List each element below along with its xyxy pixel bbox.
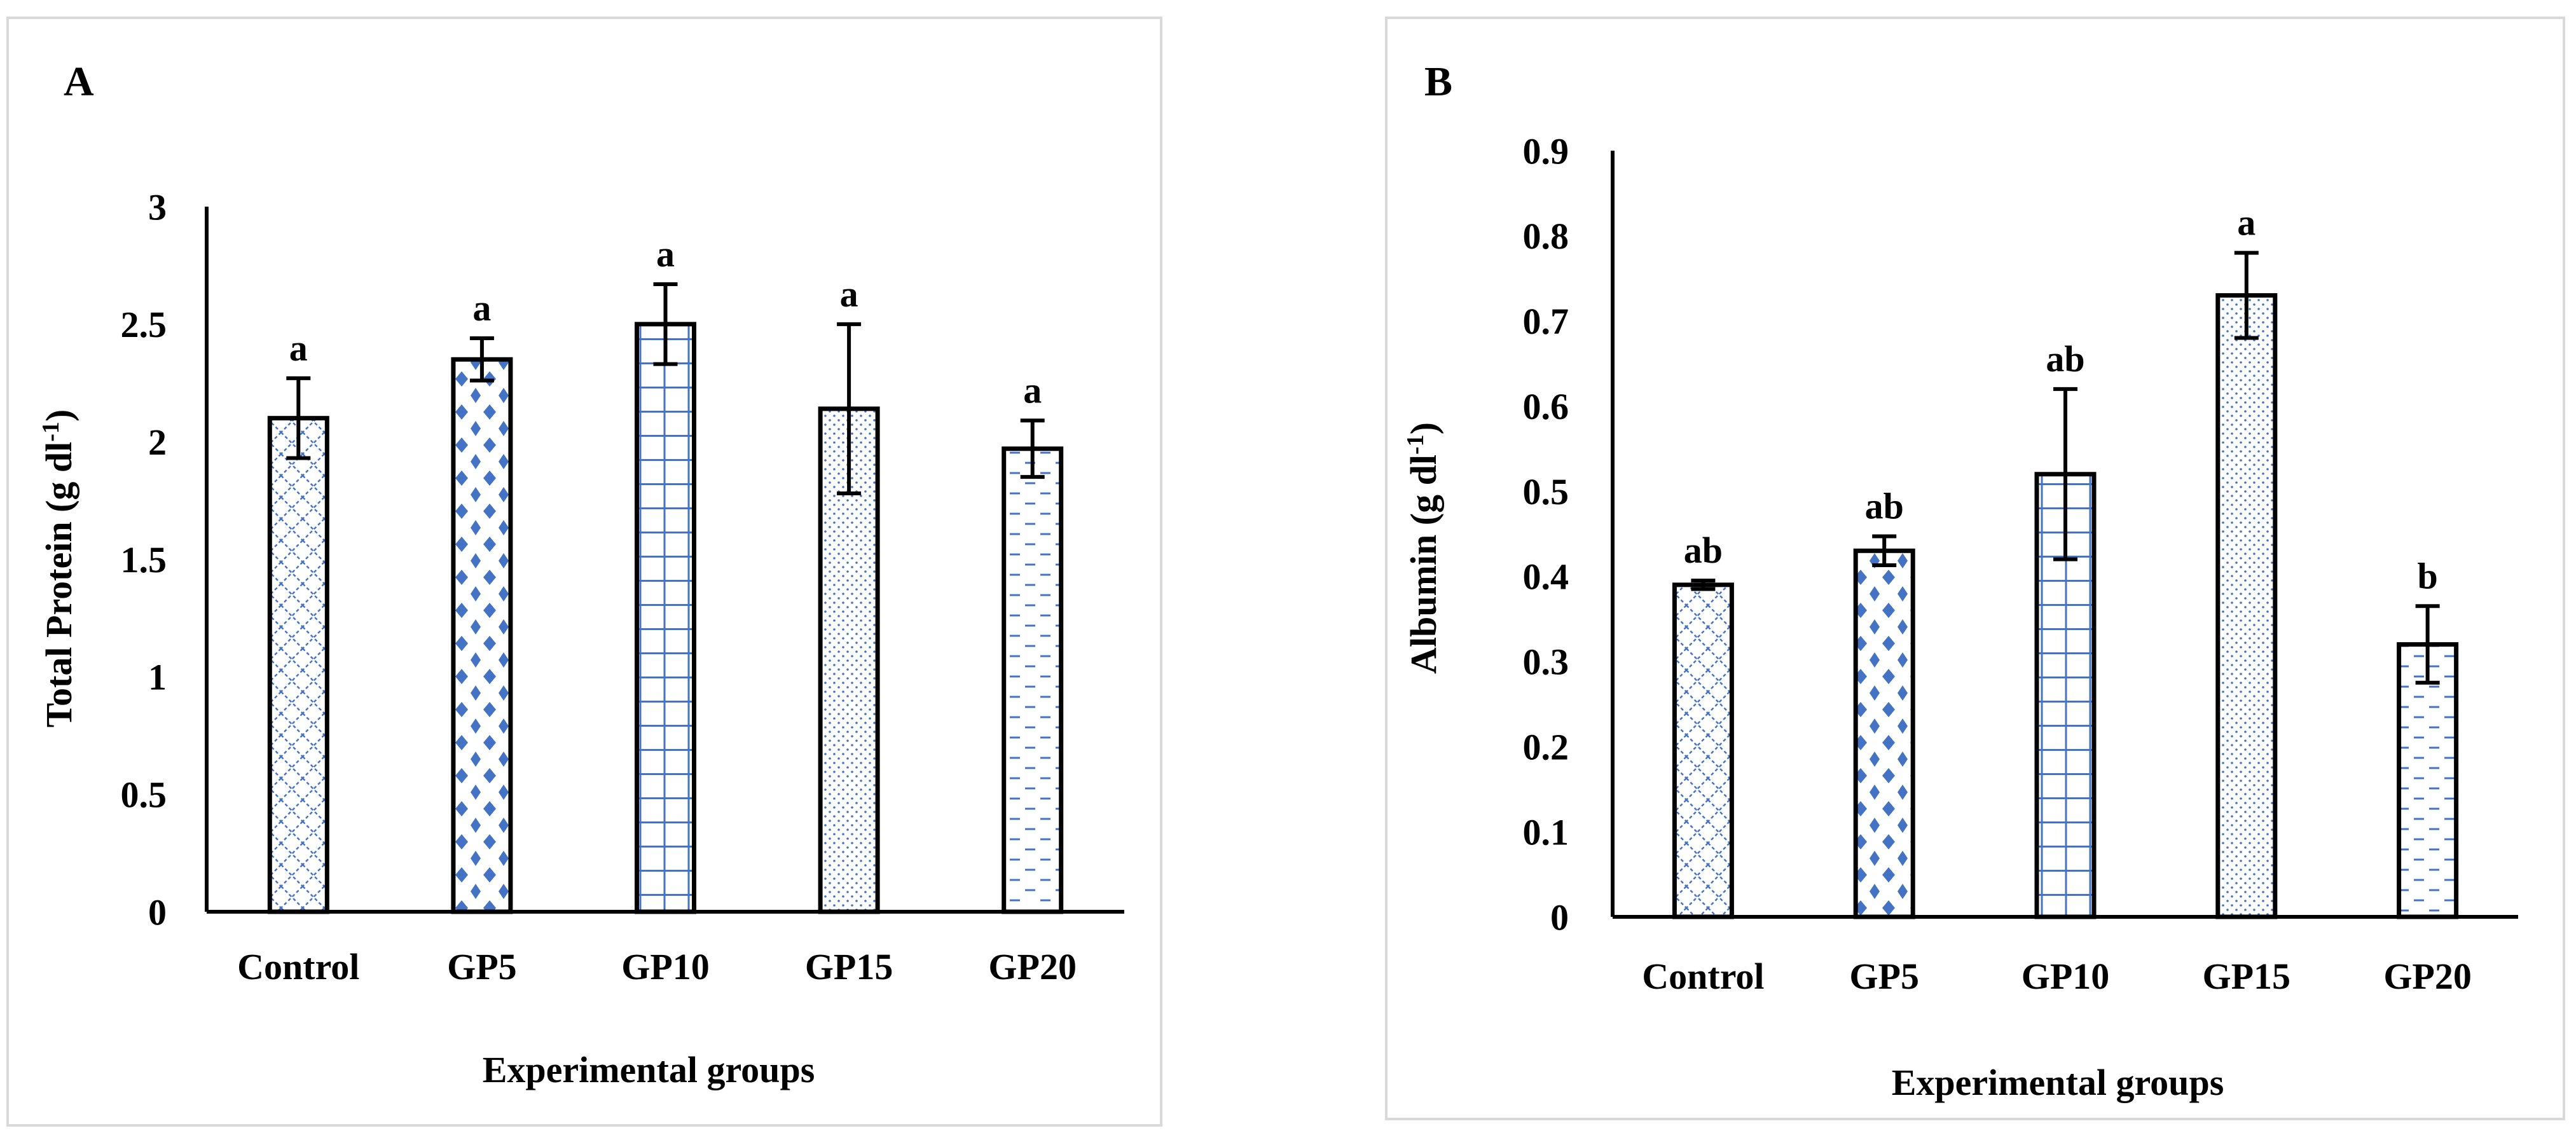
error-bar bbox=[837, 322, 862, 495]
y-tick-label: 0.8 bbox=[1523, 216, 1569, 257]
bar-control bbox=[1672, 582, 1734, 919]
bar-gp15 bbox=[2215, 293, 2278, 919]
panel-border bbox=[1385, 17, 2565, 1120]
x-tick-label: Control bbox=[237, 946, 359, 987]
y-tick-label: 3 bbox=[148, 186, 167, 228]
y-tick-label: 0.9 bbox=[1523, 130, 1569, 172]
significance-label: a bbox=[656, 233, 675, 275]
error-bar bbox=[469, 336, 494, 383]
x-axis-title: Experimental groups bbox=[483, 1049, 815, 1090]
bar-gp10 bbox=[635, 322, 696, 914]
significance-label: ab bbox=[2046, 338, 2084, 380]
bar-gp20 bbox=[2397, 642, 2459, 919]
y-axis-title: Total Protein (g dl-1) bbox=[38, 409, 79, 728]
y-tick-label: 2 bbox=[148, 422, 167, 463]
chart-panel-albumin: B 00.10.20.30.40.50.60.70.80.9abControla… bbox=[1385, 17, 2565, 1120]
chart-panel-total-protein: A 0 0.5 1 1.5 2 2.5 3 a Control a GP5 a GP10 a GP15 a GP… bbox=[6, 17, 1162, 1127]
panel-label: A bbox=[64, 58, 94, 105]
bar-control bbox=[267, 416, 329, 914]
y-tick-label: 1.5 bbox=[121, 539, 167, 580]
significance-label: ab bbox=[1684, 530, 1723, 571]
y-tick-label: 1 bbox=[148, 657, 167, 698]
plot-area: 0 0.5 1 1.5 2 2.5 3 a Control a GP5 a GP10 a GP15 a GP20 bbox=[121, 186, 1124, 987]
panel-border bbox=[6, 17, 1162, 1127]
y-tick-label: 0.4 bbox=[1523, 556, 1569, 598]
panel-label: B bbox=[1424, 58, 1452, 105]
significance-label: a bbox=[2237, 202, 2256, 244]
y-axis-title: Albumin (g dl-1) bbox=[1402, 422, 1444, 674]
significance-label: a bbox=[472, 287, 491, 329]
y-tick-label: 0.7 bbox=[1523, 301, 1569, 342]
y-tick-label: 0.5 bbox=[1523, 471, 1569, 512]
y-tick-label: 2.5 bbox=[121, 304, 167, 345]
plot-area: 00.10.20.30.40.50.60.70.80.9abControlabG… bbox=[1523, 130, 2518, 997]
y-tick-label: 0.2 bbox=[1523, 727, 1569, 768]
y-tick-label: 0.3 bbox=[1523, 642, 1569, 683]
y-tick-label: 0.1 bbox=[1523, 811, 1569, 853]
x-axis-title: Experimental groups bbox=[1892, 1062, 2224, 1103]
error-bar bbox=[2234, 251, 2259, 340]
error-bar bbox=[1691, 579, 1716, 591]
y-tick-label: 0 bbox=[148, 891, 167, 933]
significance-label: ab bbox=[1865, 486, 1904, 527]
x-tick-label: GP15 bbox=[2203, 956, 2291, 997]
significance-label: a bbox=[1023, 369, 1042, 411]
x-tick-label: GP20 bbox=[988, 946, 1077, 987]
y-tick-label: 0.6 bbox=[1523, 386, 1569, 427]
error-bar bbox=[2053, 387, 2077, 561]
x-tick-label: GP5 bbox=[1849, 956, 1919, 997]
significance-label: a bbox=[289, 327, 308, 369]
bar-gp5 bbox=[1853, 548, 1915, 919]
error-bar bbox=[286, 376, 311, 460]
significance-label: b bbox=[2417, 555, 2437, 596]
error-bar bbox=[2415, 604, 2440, 685]
significance-label: a bbox=[840, 273, 858, 315]
x-tick-label: GP15 bbox=[805, 946, 893, 987]
x-tick-label: Control bbox=[1642, 956, 1764, 997]
x-tick-label: GP10 bbox=[2022, 956, 2110, 997]
error-bar bbox=[653, 282, 678, 366]
error-bar bbox=[1872, 534, 1897, 568]
y-tick-label: 0 bbox=[1550, 896, 1569, 938]
x-tick-label: GP10 bbox=[621, 946, 710, 987]
y-tick-label: 0.5 bbox=[121, 774, 167, 815]
x-tick-label: GP20 bbox=[2383, 956, 2472, 997]
bar-gp20 bbox=[1002, 446, 1064, 914]
error-bar bbox=[1020, 418, 1045, 479]
bar-gp5 bbox=[451, 357, 513, 914]
x-tick-label: GP5 bbox=[447, 946, 517, 987]
